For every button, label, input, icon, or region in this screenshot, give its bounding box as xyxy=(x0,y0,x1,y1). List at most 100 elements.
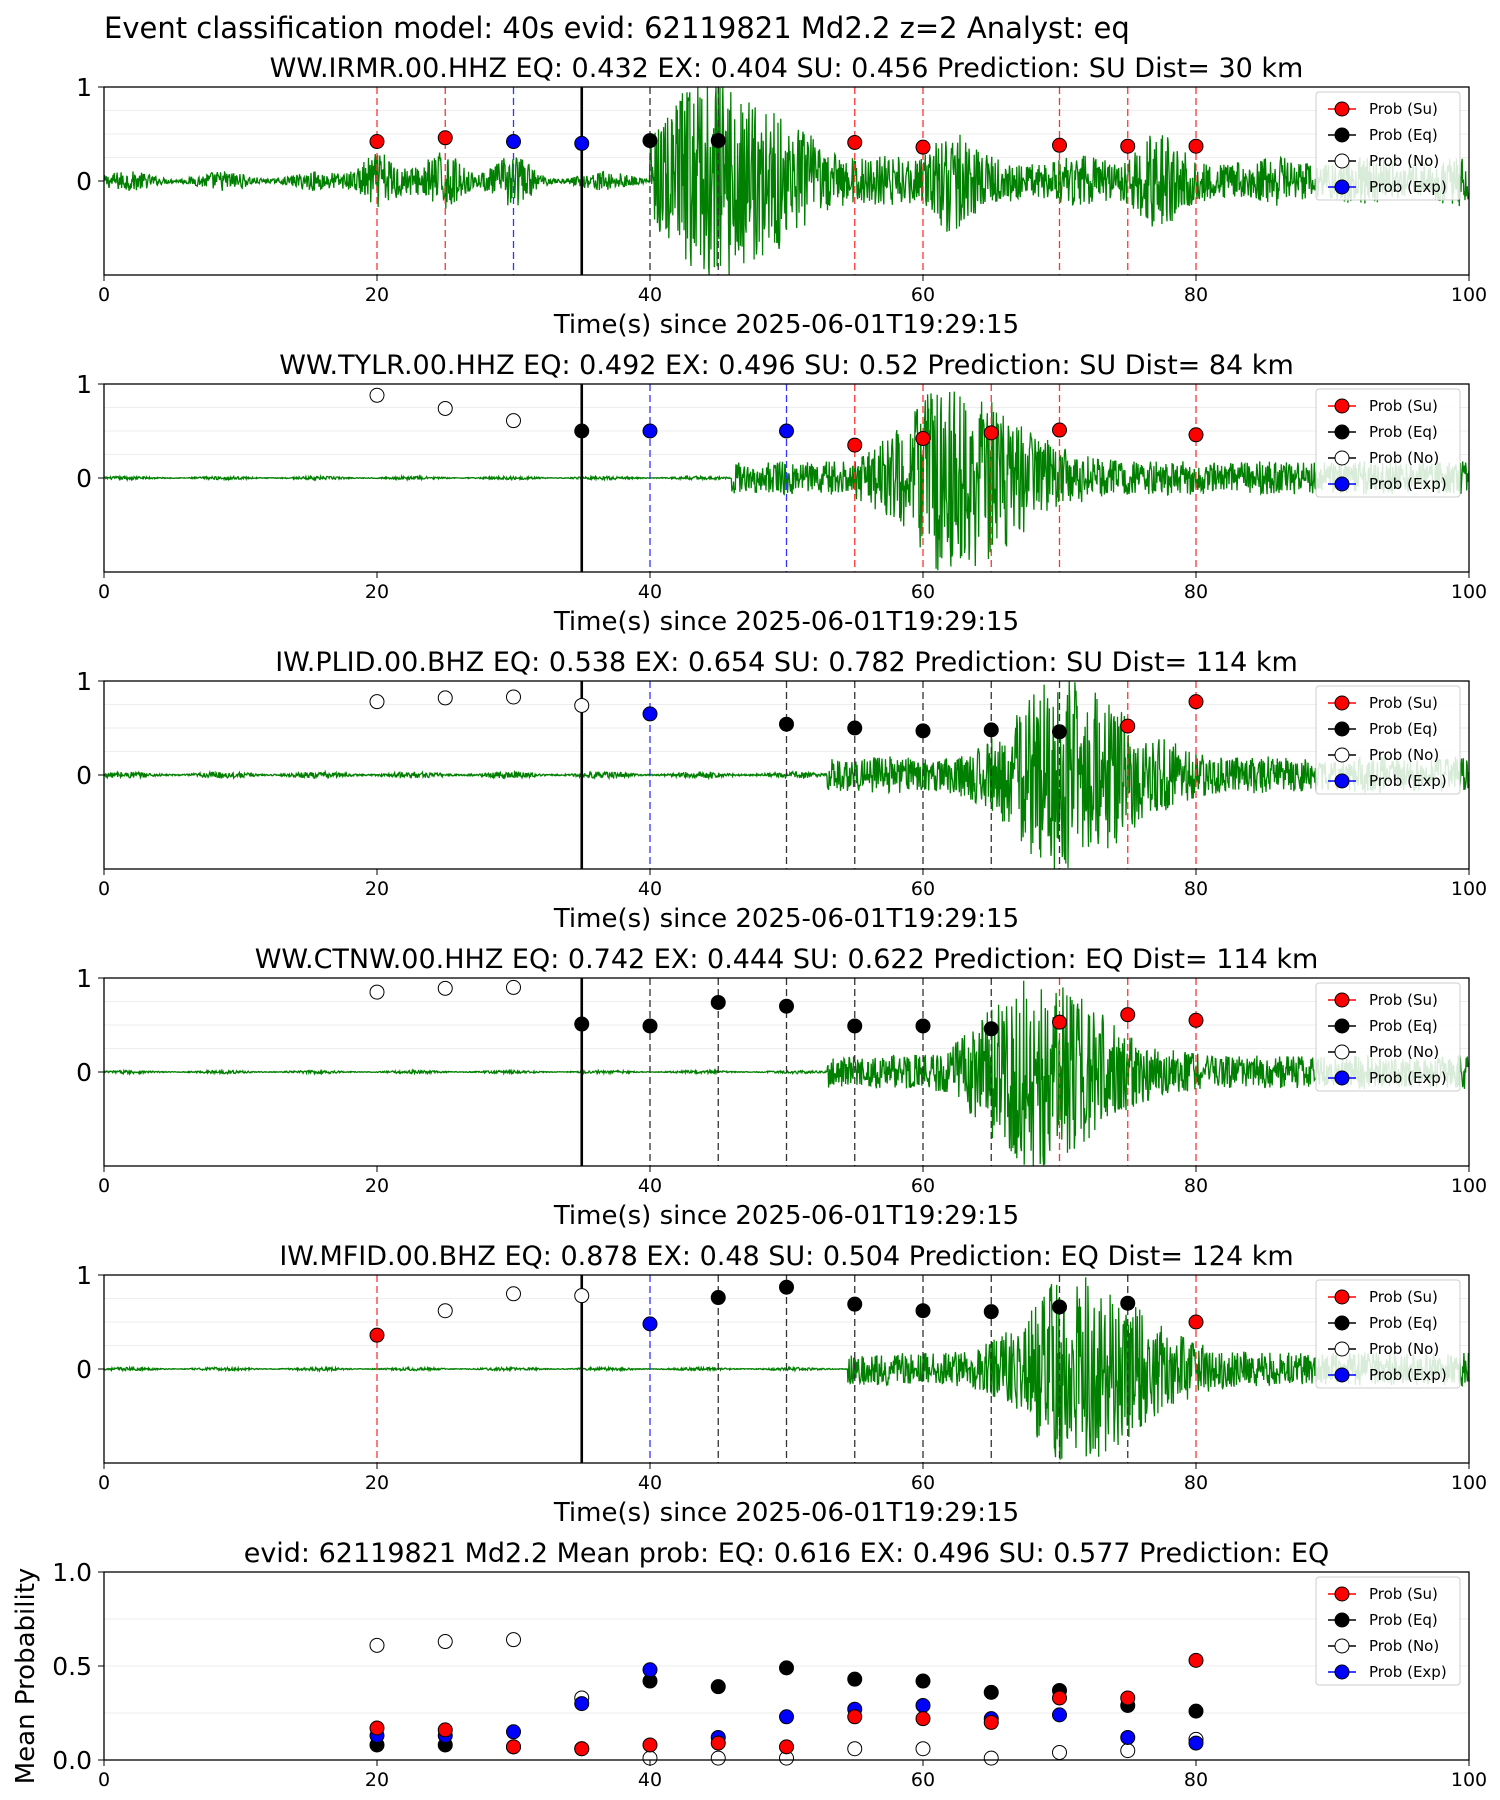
mean-point-no xyxy=(506,1632,521,1648)
x-tick-label: 40 xyxy=(638,878,662,900)
mean-point-su xyxy=(915,1711,931,1727)
prob-point-exp xyxy=(779,423,794,439)
x-tick-label: 20 xyxy=(365,284,389,306)
legend: Prob (Su) Prob (Eq) Prob (No) Prob (Exp) xyxy=(1315,91,1461,201)
prob-point-su xyxy=(1188,427,1204,443)
prob-point-eq xyxy=(915,1018,931,1034)
legend-label: Prob (Su) xyxy=(1369,1585,1438,1603)
x-tick-label: 60 xyxy=(911,581,935,603)
x-tick-label: 100 xyxy=(1451,1769,1487,1791)
legend-marker xyxy=(1334,450,1350,466)
mean-point-exp xyxy=(1188,1735,1204,1751)
y-tick-label: 0 xyxy=(76,761,92,790)
mean-point-no xyxy=(437,1634,453,1650)
legend-marker xyxy=(1334,1638,1350,1654)
x-tick-label: 0 xyxy=(98,878,110,900)
legend-marker xyxy=(1334,1289,1350,1305)
prob-point-exp xyxy=(642,706,658,722)
prob-point-no xyxy=(437,980,453,996)
x-tick-label: 60 xyxy=(911,1472,935,1494)
legend-label: Prob (No) xyxy=(1369,449,1439,467)
legend-label: Prob (Exp) xyxy=(1369,475,1447,493)
y-tick-label: 1 xyxy=(76,73,92,102)
panel-0: WW.IRMR.00.HHZ EQ: 0.432 EX: 0.404 SU: 0… xyxy=(76,53,1487,340)
prob-point-no xyxy=(369,984,385,1000)
x-tick-label: 80 xyxy=(1184,581,1208,603)
y-tick-label: 1 xyxy=(76,964,92,993)
waveform-trace xyxy=(103,86,1470,276)
prob-point-su xyxy=(915,139,931,155)
prob-point-no xyxy=(574,1288,590,1304)
prob-point-eq xyxy=(1120,1295,1136,1311)
mean-point-no xyxy=(1120,1743,1136,1759)
legend-marker xyxy=(1334,1018,1350,1034)
legend-frame xyxy=(1315,685,1461,795)
prob-point-eq xyxy=(983,1021,999,1037)
x-tick-label: 40 xyxy=(638,1472,662,1494)
x-tick-label: 80 xyxy=(1184,878,1208,900)
legend-label: Prob (Eq) xyxy=(1369,720,1438,738)
legend-marker xyxy=(1334,1367,1350,1383)
prob-point-exp xyxy=(642,1316,658,1332)
legend-label: Prob (Su) xyxy=(1369,991,1438,1009)
legend: Prob (Su) Prob (Eq) Prob (No) Prob (Exp) xyxy=(1315,982,1461,1092)
prob-point-no xyxy=(506,689,521,705)
legend-label: Prob (Exp) xyxy=(1369,1069,1447,1087)
x-tick-label: 80 xyxy=(1184,1175,1208,1197)
y-tick-label: 0 xyxy=(76,1355,92,1384)
prob-point-su xyxy=(437,130,453,146)
y-tick-label: 0.5 xyxy=(52,1652,92,1681)
panel-1: WW.TYLR.00.HHZ EQ: 0.492 EX: 0.496 SU: 0… xyxy=(76,350,1487,637)
mean-point-su xyxy=(1188,1652,1204,1668)
prob-point-exp xyxy=(642,423,658,439)
mean-point-no xyxy=(915,1741,931,1757)
mean-point-eq xyxy=(710,1679,726,1695)
prob-point-no xyxy=(437,400,453,416)
mean-point-su xyxy=(506,1739,521,1755)
mean-point-exp xyxy=(574,1696,590,1712)
y-tick-label: 1 xyxy=(76,667,92,696)
prob-point-eq xyxy=(847,720,863,736)
legend-label: Prob (Exp) xyxy=(1369,772,1447,790)
x-tick-label: 60 xyxy=(911,1175,935,1197)
legend-frame xyxy=(1315,388,1461,498)
prob-point-exp xyxy=(574,135,590,151)
legend-marker xyxy=(1334,1070,1350,1086)
legend-marker xyxy=(1334,179,1350,195)
prob-point-su xyxy=(1120,138,1136,154)
legend-label: Prob (Exp) xyxy=(1369,1366,1447,1384)
prob-point-su xyxy=(369,134,385,150)
x-tick-label: 40 xyxy=(638,1175,662,1197)
x-tick-label: 80 xyxy=(1184,284,1208,306)
legend-label: Prob (No) xyxy=(1369,152,1439,170)
x-tick-label: 0 xyxy=(98,581,110,603)
x-axis-label: Time(s) since 2025-06-01T19:29:15 xyxy=(553,607,1019,637)
y-tick-label: 0.0 xyxy=(52,1746,92,1775)
prob-point-su xyxy=(1188,1314,1204,1330)
panel-title: WW.IRMR.00.HHZ EQ: 0.432 EX: 0.404 SU: 0… xyxy=(270,53,1304,84)
x-tick-label: 100 xyxy=(1451,284,1487,306)
mean-point-su xyxy=(847,1709,863,1725)
prob-point-eq xyxy=(847,1296,863,1312)
prob-point-eq xyxy=(642,133,658,149)
prob-point-eq xyxy=(847,1018,863,1034)
prob-point-su xyxy=(1052,137,1067,153)
prob-point-su xyxy=(1052,1014,1067,1030)
mean-point-eq xyxy=(779,1660,794,1676)
legend-marker xyxy=(1334,424,1350,440)
y-tick-label: 1 xyxy=(76,370,92,399)
prob-point-su xyxy=(915,431,931,447)
mean-point-su xyxy=(369,1720,385,1736)
mean-point-su xyxy=(437,1722,453,1738)
panel-5: evid: 62119821 Md2.2 Mean prob: EQ: 0.61… xyxy=(11,1538,1487,1791)
prob-point-eq xyxy=(779,716,794,732)
panel-title: WW.TYLR.00.HHZ EQ: 0.492 EX: 0.496 SU: 0… xyxy=(279,350,1294,381)
y-axis-label: Mean Probability xyxy=(11,1568,41,1785)
x-tick-label: 20 xyxy=(365,581,389,603)
mean-point-eq xyxy=(847,1671,863,1687)
prob-point-eq xyxy=(710,133,726,149)
prob-point-su xyxy=(1188,694,1204,710)
legend-marker xyxy=(1334,1315,1350,1331)
panel-title: IW.PLID.00.BHZ EQ: 0.538 EX: 0.654 SU: 0… xyxy=(275,647,1298,678)
x-tick-label: 40 xyxy=(638,1769,662,1791)
